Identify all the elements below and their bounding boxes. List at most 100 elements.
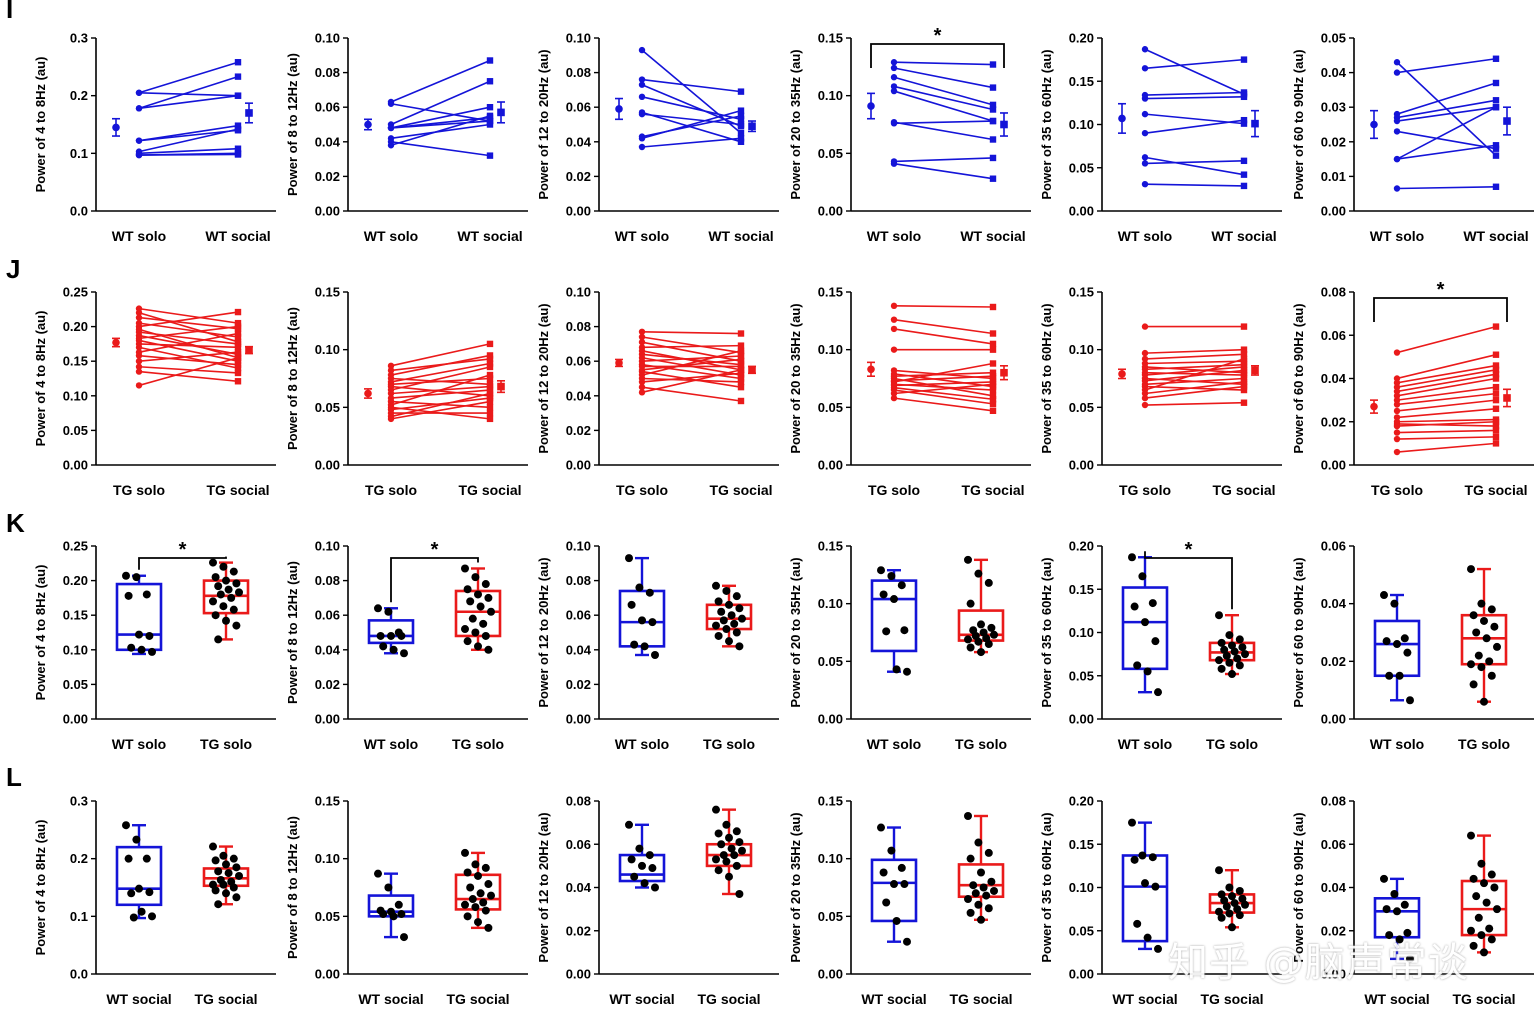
pair-point-social [486,121,494,128]
y-tick-label: 0.15 [63,608,88,623]
chart-group: 0.00 0.05 0.10 0.15 0.20 0.25 Power of 4 to 8H… [33,539,276,752]
y-tick-label: 0.06 [315,608,340,623]
data-point [1477,931,1486,940]
y-tick-label: 0.10 [1069,342,1094,357]
y-tick-label: 0.00 [566,967,591,982]
y-tick-label: 0.06 [566,100,591,115]
data-point [1485,657,1494,666]
pair-point-solo [135,105,143,112]
pair-point-social [1240,116,1248,124]
data-point [717,840,726,849]
pair-point-social [737,397,745,405]
y-tick-label: 0.08 [1321,285,1346,300]
y-tick-label: 0.15 [818,539,843,554]
data-point [964,555,972,564]
data-point [384,883,393,892]
pair-point-social [234,122,242,129]
pair-point-social [486,375,494,382]
mean-marker [748,122,756,131]
data-point [219,602,228,611]
pair-point-solo [1393,349,1401,356]
data-point [400,649,408,658]
data-point [400,933,408,942]
pair-point-social [234,354,242,361]
data-point [1406,954,1414,963]
data-point [900,880,909,889]
y-axis-label: Power of 8 to 12Hz (au) [285,561,300,704]
data-point [1235,661,1244,670]
data-point [129,913,138,922]
pair-line [1396,418,1497,423]
mean-marker [1251,366,1259,375]
data-point [625,554,633,563]
y-tick-label: 0.00 [1069,458,1094,473]
y-tick-label: 0.02 [1321,923,1346,938]
data-point [1235,911,1244,920]
pair-point-solo [135,368,143,375]
pair-point-social [737,375,745,382]
data-point [977,620,985,629]
data-point [722,586,731,595]
pair-point-social [1240,363,1248,371]
pair-line [1396,399,1497,412]
x-tick-label: TG solo [868,482,920,498]
pair-point-social [989,106,997,113]
mean-marker [1000,368,1008,377]
data-point [148,912,156,921]
x-tick-label: TG solo [1371,482,1423,498]
x-tick-label: WT solo [867,228,921,244]
pair-point-social [1492,145,1500,152]
pair-point-solo [638,81,646,88]
y-tick-label: 0.15 [818,794,843,809]
pair-point-social [1492,383,1500,391]
pair-line [390,59,491,103]
pair-point-social [234,330,242,337]
y-tick-label: 0.10 [1069,117,1094,132]
y-tick-label: 0.15 [315,285,340,300]
data-point [1217,890,1226,899]
data-point [216,590,225,599]
data-point [630,640,639,649]
data-point [1225,883,1234,892]
data-point [1487,605,1496,614]
y-tick-label: 0.05 [1069,923,1094,938]
significance-star: * [934,25,942,47]
data-point [977,648,985,657]
chart-I6: 0.00 0.01 0.02 0.03 0.04 0.05 Power of 60 to 9… [1291,31,1534,244]
data-point [714,631,723,640]
y-tick-label: 0.10 [63,642,88,657]
y-tick-label: 0.02 [1321,414,1346,429]
data-point [1130,602,1139,611]
data-point [987,623,996,632]
x-tick-label: TG solo [365,482,417,498]
mean-marker [615,105,623,113]
data-point [1469,611,1478,620]
pair-line [1396,423,1497,427]
data-point [214,900,223,909]
pair-point-social [486,352,494,359]
pair-point-solo [135,309,143,316]
y-tick-label: 0.15 [1069,285,1094,300]
pair-line [641,137,742,148]
data-point [135,630,143,639]
y-tick-label: 0.10 [315,539,340,554]
pair-point-social [989,303,997,311]
data-point [735,604,744,613]
x-tick-label: WT solo [112,228,166,244]
y-tick-label: 0.0 [70,967,88,982]
data-point [1233,905,1242,914]
data-point [1238,894,1247,903]
pair-point-social [486,104,494,111]
mean-marker [1251,119,1259,128]
pair-point-solo [890,325,898,333]
data-point [232,893,241,902]
pair-point-solo [135,89,143,96]
chart-K5: 0.00 0.05 0.10 0.15 0.20 Power of 35 to 60Hz … [1039,539,1282,752]
pair-point-social [1492,370,1500,378]
pair-line [390,374,491,406]
pair-point-social [737,129,745,137]
y-tick-label: 0.06 [1321,837,1346,852]
data-point [1403,648,1412,657]
chart-group: 0.0 0.1 0.2 0.3 Power of 4 to 8Hz (au) WT sol… [33,31,276,244]
pair-line [1144,363,1245,371]
